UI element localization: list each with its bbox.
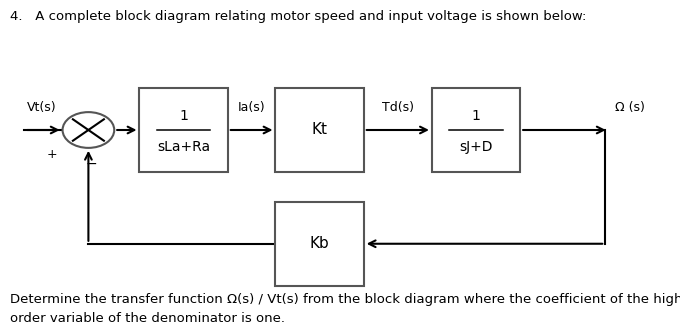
Text: Ia(s): Ia(s) (238, 101, 265, 114)
Text: sLa+Ra: sLa+Ra (157, 140, 210, 154)
Text: Td(s): Td(s) (381, 101, 414, 114)
Text: Ω (s): Ω (s) (615, 101, 645, 114)
Text: +: + (47, 148, 58, 161)
Ellipse shape (63, 112, 114, 148)
Text: −: − (86, 157, 98, 171)
Text: sJ+D: sJ+D (459, 140, 493, 154)
Text: Determine the transfer function Ω(s) / Vt(s) from the block diagram where the co: Determine the transfer function Ω(s) / V… (10, 292, 680, 306)
Text: Kt: Kt (311, 123, 328, 137)
Bar (139, 88, 228, 172)
Text: Kb: Kb (309, 236, 330, 251)
Text: order variable of the denominator is one.: order variable of the denominator is one… (10, 312, 285, 325)
Text: 4.   A complete block diagram relating motor speed and input voltage is shown be: 4. A complete block diagram relating mot… (10, 10, 587, 23)
Text: 1: 1 (471, 110, 481, 124)
Bar (275, 88, 364, 172)
Bar (432, 88, 520, 172)
Text: Vt(s): Vt(s) (27, 101, 57, 114)
Bar (275, 202, 364, 286)
Text: 1: 1 (179, 110, 188, 124)
